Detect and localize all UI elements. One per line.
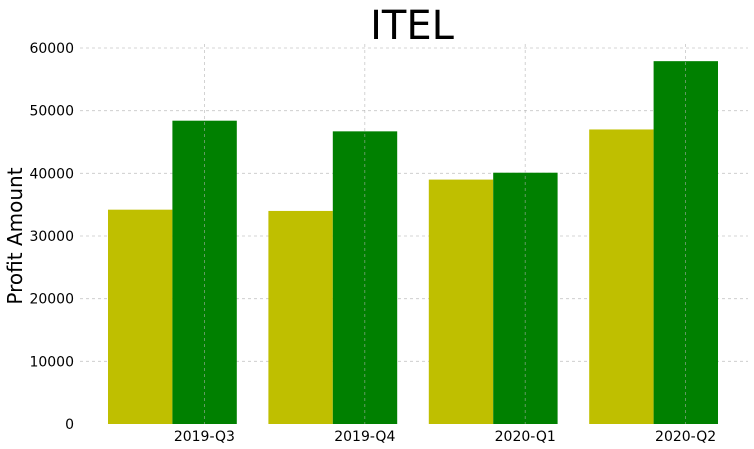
bar (268, 210, 333, 424)
chart-title: ITEL (370, 3, 455, 49)
bar (589, 129, 654, 424)
x-tick-label: 2020-Q2 (655, 429, 716, 445)
y-tick-label: 50000 (29, 104, 74, 120)
x-tick-label: 2020-Q1 (495, 429, 556, 445)
x-axis-ticks: 2019-Q3 2019-Q4 2020-Q1 2020-Q2 (174, 429, 716, 445)
y-axis-label: Profit Amount (3, 167, 27, 304)
y-tick-label: 10000 (29, 354, 74, 370)
y-axis-ticks: 0 10000 20000 30000 40000 50000 60000 (29, 41, 74, 433)
y-tick-label: 30000 (29, 229, 74, 245)
y-tick-label: 0 (65, 417, 74, 433)
x-tick-label: 2019-Q4 (334, 429, 395, 445)
bar (108, 209, 173, 424)
y-tick-label: 60000 (29, 41, 74, 57)
y-tick-label: 40000 (29, 166, 74, 182)
bars (108, 61, 718, 425)
y-tick-label: 20000 (29, 292, 74, 308)
x-tick-label: 2019-Q3 (174, 429, 235, 445)
bar (428, 179, 494, 424)
